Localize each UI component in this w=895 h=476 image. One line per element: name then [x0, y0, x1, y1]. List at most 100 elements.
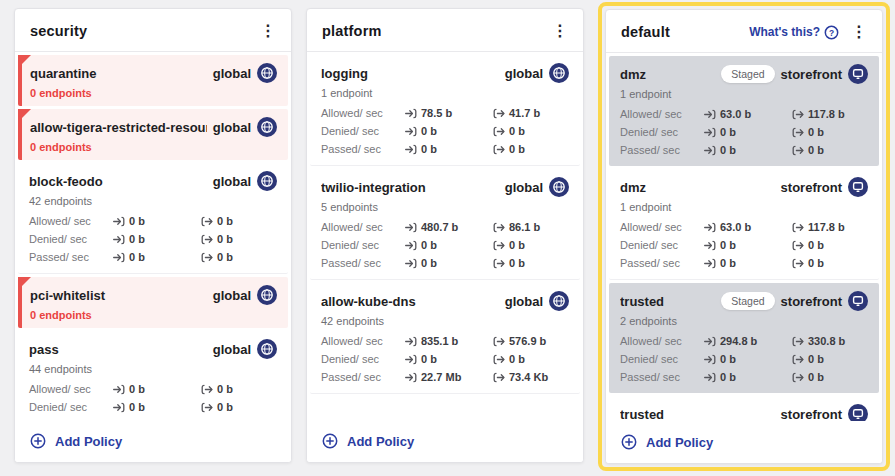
ingress-value: 0 b	[129, 383, 145, 395]
stat-row: Denied/ sec0 b0 b	[321, 122, 569, 140]
traffic-stats: Allowed/ sec63.0 b117.8 bDenied/ sec0 b0…	[620, 218, 868, 272]
ingress-value: 0 b	[720, 371, 736, 383]
policy-card-list: loggingglobal1 endpointAllowed/ sec78.5 …	[307, 52, 583, 420]
tier-actions-menu-button[interactable]: ⋮	[550, 23, 570, 39]
stat-row: Allowed/ sec63.0 b117.8 b	[620, 218, 868, 236]
add-circle-icon	[621, 434, 637, 450]
ingress-arrow-icon	[405, 336, 417, 347]
stat-row: Passed/ sec0 b0 b	[620, 368, 868, 386]
policy-card-twilio-integration[interactable]: twilio-integrationglobal5 endpointsAllow…	[310, 169, 580, 280]
policy-card-trusted[interactable]: trustedStagedstorefront2 endpointsAllowe…	[609, 283, 879, 393]
stat-ingress: 0 b	[704, 239, 792, 251]
stat-row: Allowed/ sec0 b0 b	[29, 380, 277, 398]
ingress-arrow-icon	[704, 109, 716, 120]
traffic-stats: Allowed/ sec294.8 b330.8 bDenied/ sec0 b…	[620, 332, 868, 386]
add-policy-label: Add Policy	[55, 434, 122, 449]
scope-label: global	[213, 66, 251, 81]
stat-row: Denied/ sec0 b0 b	[29, 230, 277, 248]
scope-label: global	[505, 180, 543, 195]
egress-value: 0 b	[217, 215, 233, 227]
ingress-arrow-icon	[113, 234, 125, 245]
egress-arrow-icon	[493, 126, 505, 137]
policy-name: logging	[321, 66, 499, 81]
stat-ingress: 480.7 b	[405, 221, 493, 233]
add-policy-button[interactable]: Add Policy	[322, 433, 414, 449]
policy-name: block-feodo	[29, 174, 207, 189]
stat-egress: 0 b	[792, 126, 868, 138]
egress-value: 41.7 b	[509, 107, 540, 119]
whats-this-link[interactable]: What's this??	[749, 25, 839, 40]
endpoint-count: 0 endpoints	[30, 309, 277, 321]
egress-arrow-icon	[201, 402, 213, 413]
policy-card-block-feodo[interactable]: block-feodoglobal42 endpointsAllowed/ se…	[18, 163, 288, 274]
globe-icon	[257, 285, 277, 305]
ingress-arrow-icon	[405, 222, 417, 233]
egress-value: 0 b	[808, 353, 824, 365]
egress-value: 0 b	[808, 257, 824, 269]
stat-row: Denied/ sec0 b0 b	[620, 350, 868, 368]
stat-label: Allowed/ sec	[321, 107, 405, 119]
ingress-value: 0 b	[421, 353, 437, 365]
ingress-value: 63.0 b	[720, 108, 751, 120]
stat-label: Denied/ sec	[620, 126, 704, 138]
policy-card-allow-kube-dns[interactable]: allow-kube-dnsglobal42 endpointsAllowed/…	[310, 283, 580, 394]
policy-name: trusted	[620, 294, 715, 309]
egress-arrow-icon	[792, 222, 804, 233]
policy-card-allow-tigera-restricted-resources[interactable]: allow-tigera-restricted-resourcesglobal0…	[18, 109, 288, 160]
tier-footer: Add Policy	[606, 421, 882, 463]
stat-ingress: 294.8 b	[704, 335, 792, 347]
ingress-value: 63.0 b	[720, 221, 751, 233]
tier-header: security⋮	[15, 9, 291, 52]
stat-ingress: 78.5 b	[405, 107, 493, 119]
stat-egress: 0 b	[493, 125, 569, 137]
policy-card-header: pci-whitelistglobal	[30, 285, 277, 305]
stat-label: Denied/ sec	[321, 239, 405, 251]
policy-card-pci-whitelist[interactable]: pci-whitelistglobal 0 endpoints	[18, 277, 288, 328]
policy-card-quarantine[interactable]: quarantineglobal0 endpoints	[18, 55, 288, 106]
namespace-icon	[848, 404, 868, 421]
stat-row: Passed/ sec22.7 Mb73.4 Kb	[321, 368, 569, 386]
ingress-arrow-icon	[405, 258, 417, 269]
endpoint-count: 0 endpoints	[30, 87, 277, 99]
tier-actions-menu-button[interactable]: ⋮	[258, 23, 278, 39]
ingress-value: 0 b	[720, 144, 736, 156]
policy-card-list: dmzStagedstorefront1 endpointAllowed/ se…	[606, 53, 882, 421]
ingress-value: 78.5 b	[421, 107, 452, 119]
stat-egress: 0 b	[493, 143, 569, 155]
tier-actions-menu-button[interactable]: ⋮	[849, 24, 869, 40]
stat-row: Allowed/ sec63.0 b117.8 b	[620, 105, 868, 123]
whats-this-label: What's this?	[749, 25, 820, 39]
egress-arrow-icon	[792, 240, 804, 251]
add-policy-button[interactable]: Add Policy	[30, 433, 122, 449]
policy-board: security⋮quarantineglobal0 endpointsallo…	[0, 0, 895, 471]
egress-arrow-icon	[792, 372, 804, 383]
stat-ingress: 0 b	[405, 125, 493, 137]
ingress-arrow-icon	[704, 258, 716, 269]
policy-card-trusted[interactable]: trustedstorefront	[609, 396, 879, 421]
endpoint-count: 42 endpoints	[321, 315, 569, 327]
add-policy-button[interactable]: Add Policy	[621, 434, 713, 450]
egress-arrow-icon	[792, 258, 804, 269]
help-circle-icon[interactable]: ?	[824, 25, 839, 40]
policy-card-header: trustedStagedstorefront	[620, 291, 868, 311]
stat-row: Passed/ sec0 b0 b	[321, 140, 569, 158]
egress-value: 0 b	[808, 126, 824, 138]
stat-label: Passed/ sec	[620, 144, 704, 156]
policy-card-header: twilio-integrationglobal	[321, 177, 569, 197]
egress-arrow-icon	[792, 145, 804, 156]
ingress-value: 22.7 Mb	[421, 371, 461, 383]
policy-card-dmz[interactable]: dmzStagedstorefront1 endpointAllowed/ se…	[609, 56, 879, 166]
ingress-value: 0 b	[129, 251, 145, 263]
ingress-arrow-icon	[405, 240, 417, 251]
policy-card-header: allow-tigera-restricted-resourcesglobal	[30, 117, 277, 137]
stat-ingress: 835.1 b	[405, 335, 493, 347]
globe-icon	[257, 171, 277, 191]
ingress-value: 294.8 b	[720, 335, 757, 347]
policy-card-dmz[interactable]: dmzstorefront1 endpointAllowed/ sec63.0 …	[609, 169, 879, 280]
traffic-stats: Allowed/ sec0 b0 bDenied/ sec0 b0 bPasse…	[29, 212, 277, 266]
policy-card-pass[interactable]: passglobal44 endpointsAllowed/ sec0 b0 b…	[18, 331, 288, 420]
stat-label: Allowed/ sec	[620, 335, 704, 347]
scope-label: global	[213, 342, 251, 357]
policy-card-logging[interactable]: loggingglobal1 endpointAllowed/ sec78.5 …	[310, 55, 580, 166]
ingress-arrow-icon	[405, 144, 417, 155]
